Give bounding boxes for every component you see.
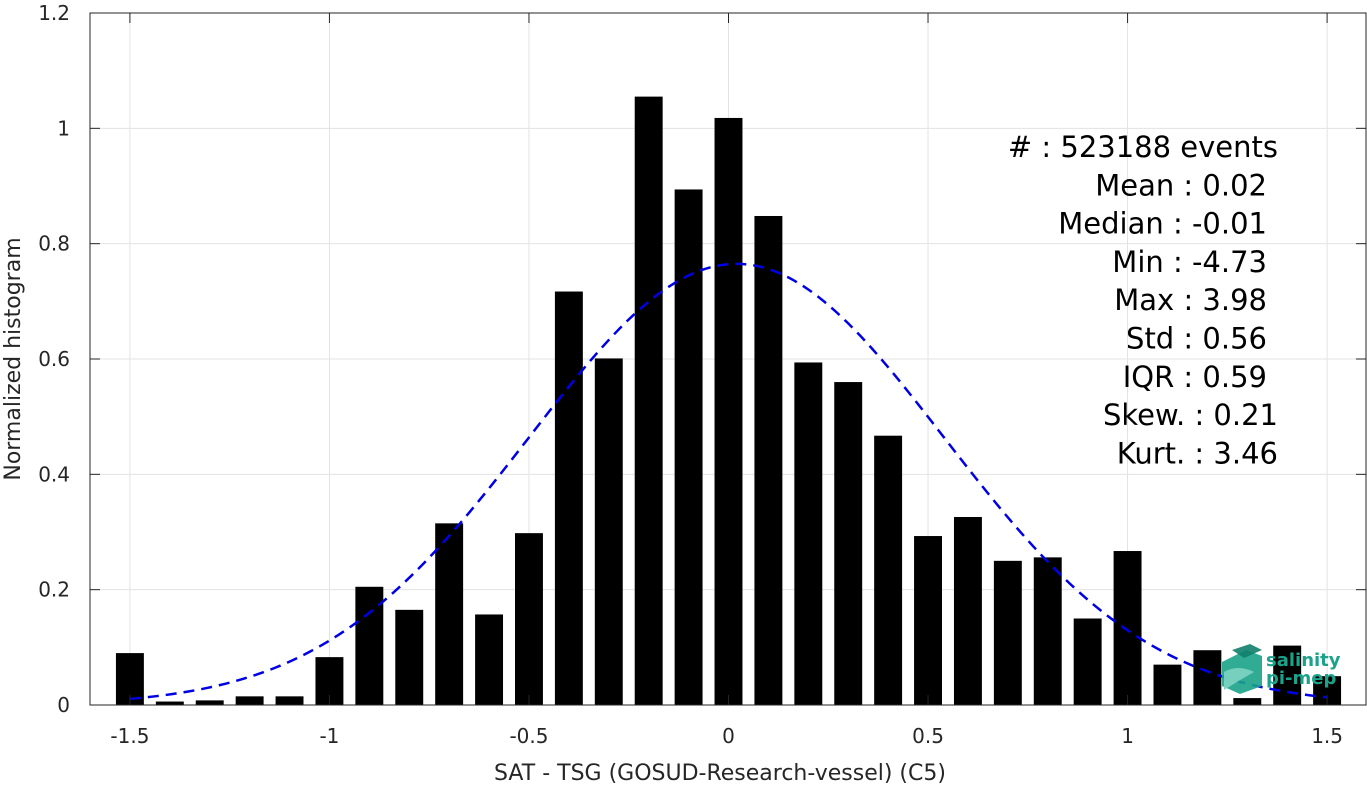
histogram-bar — [914, 536, 942, 705]
histogram-bar — [634, 96, 663, 705]
histogram-bar — [395, 609, 424, 705]
y-tick-labels: 0 0.2 0.4 0.6 0.8 1 1.2 — [38, 1, 70, 717]
histogram-bar — [993, 560, 1022, 705]
y-tick-label: 0.6 — [38, 347, 70, 371]
stats-line: IQR : 0.59 — [1123, 360, 1267, 394]
axes — [89, 12, 1367, 706]
histogram-bar — [794, 362, 823, 705]
x-tick-label: -1 — [319, 724, 339, 748]
histogram-bar — [834, 382, 863, 705]
stats-line: Kurt. : 3.46 — [1117, 436, 1278, 470]
y-tick-label: 0.8 — [38, 232, 70, 256]
histogram-bar — [874, 435, 903, 705]
logo-text-line2: pi-mep — [1266, 668, 1336, 689]
histogram-bar — [674, 189, 703, 705]
stats-line: Median : -0.01 — [1058, 207, 1267, 241]
x-tick-label: 1.5 — [1311, 724, 1343, 748]
histogram-bar — [714, 117, 743, 706]
x-tick-label: -1.5 — [110, 724, 149, 748]
y-tick-label: 1 — [57, 116, 70, 140]
histogram-bar — [554, 291, 583, 705]
histogram-bar — [155, 701, 184, 705]
x-tick-labels: -1.5 -1 -0.5 0 0.5 1 1.5 — [110, 724, 1343, 748]
gaussian-fit-curve — [129, 262, 1328, 701]
histogram-bar — [435, 523, 464, 705]
y-tick-label: 0.4 — [38, 462, 70, 486]
histogram-bar — [1153, 664, 1182, 705]
histogram-bar — [1073, 618, 1102, 705]
histogram-bar — [754, 215, 783, 705]
histogram-bar — [1113, 551, 1142, 705]
histogram-bar — [195, 700, 224, 705]
y-axis-label: Normalized histogram — [1, 237, 26, 480]
x-tick-label: -0.5 — [509, 724, 548, 748]
logo-text-line1: salinity — [1266, 650, 1341, 671]
x-axis-label: SAT - TSG (GOSUD-Research-vessel) (C5) — [494, 761, 946, 785]
stats-line: Max : 3.98 — [1114, 283, 1267, 317]
histogram-bar — [1233, 698, 1262, 705]
stats-line: Mean : 0.02 — [1095, 168, 1267, 202]
x-tick-label: 1 — [1121, 724, 1134, 748]
histogram-bar — [953, 517, 982, 705]
histogram-bar — [475, 614, 504, 705]
stats-line: # : 523188 events — [1008, 130, 1278, 164]
y-tick-label: 0.2 — [38, 578, 70, 602]
y-tick-label: 1.2 — [38, 1, 70, 25]
stats-line: Min : -4.73 — [1112, 245, 1267, 279]
x-tick-label: 0.5 — [912, 724, 944, 748]
histogram-bar — [355, 586, 384, 705]
histogram-bar — [235, 696, 264, 705]
histogram-bars — [115, 96, 1342, 706]
stats-line: Skew. : 0.21 — [1103, 398, 1278, 432]
histogram-bar — [1273, 645, 1302, 705]
logo-mark-icon — [1222, 644, 1262, 694]
x-tick-label: 0 — [722, 724, 735, 748]
stats-line: Std : 0.56 — [1126, 322, 1267, 356]
histogram-bar — [594, 358, 623, 705]
histogram-bar — [515, 533, 543, 705]
salinity-pi-mep-logo: salinity pi-mep — [1222, 644, 1341, 694]
histogram-bar — [275, 696, 304, 705]
statistics-annotation: # : 523188 events Mean : 0.02 Median : -0.… — [1008, 130, 1278, 470]
histogram-bar — [1193, 650, 1222, 705]
histogram-bar — [1033, 557, 1062, 705]
y-tick-label: 0 — [57, 693, 70, 717]
